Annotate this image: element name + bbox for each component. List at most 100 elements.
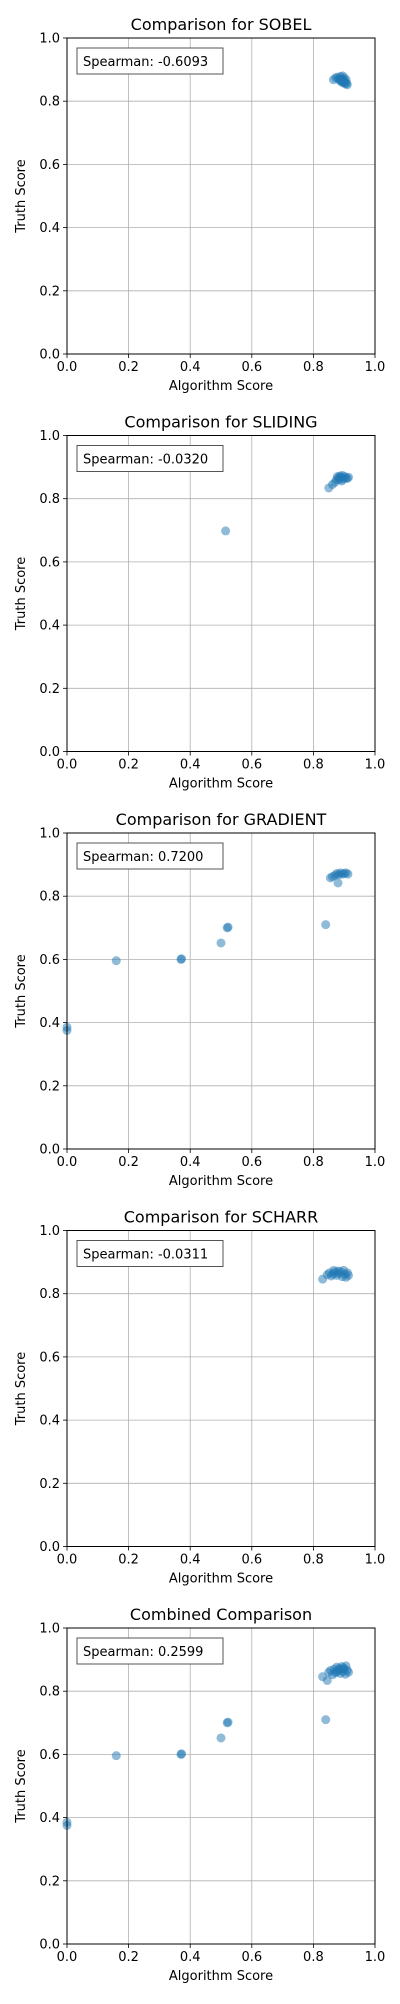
chart-title: Comparison for SLIDING [124,413,317,432]
y-tick-label: 1.0 [39,827,60,842]
annotation-box [76,445,224,472]
annotation-box [76,47,224,75]
axes-frame [66,832,376,1150]
chart-title: Comparison for SCHARR [124,1208,319,1227]
x-tick-label: 0.2 [118,360,139,375]
x-tick-label: 1.0 [365,758,386,773]
x-tick-label: 0.6 [241,1950,262,1965]
x-tick-label: 0.4 [180,1155,201,1170]
y-tick-label: 0.6 [39,953,60,968]
x-tick-label: 1.0 [365,1155,386,1170]
x-tick-label: 0.6 [241,360,262,375]
y-tick-label: 0.4 [39,1811,60,1826]
y-tick-label: 0.6 [39,158,60,173]
x-tick-label: 1.0 [365,1950,386,1965]
y-tick-label: 0.8 [39,1287,60,1302]
x-tick-label: 0.0 [57,1553,78,1568]
y-axis-label: Truth Score [14,954,29,1029]
x-tick-label: 0.8 [303,1155,324,1170]
data-point [223,922,233,932]
data-point [221,526,231,536]
y-axis-label: Truth Score [14,159,29,234]
annotation-box [76,1240,224,1267]
data-point [322,1675,332,1685]
chart-title: Combined Comparison [130,1605,312,1624]
annotation-box [76,1637,224,1665]
x-tick-label: 0.2 [118,1950,139,1965]
y-axis-label: Truth Score [14,1352,29,1427]
x-tick-label: 0.0 [57,1950,78,1965]
x-tick-label: 0.4 [180,758,201,773]
data-point [111,1751,121,1761]
y-tick-label: 0.4 [39,221,60,236]
x-tick-label: 0.4 [180,1553,201,1568]
y-tick-label: 1.0 [39,1224,60,1239]
x-tick-label: 0.6 [241,1553,262,1568]
x-axis-label: Algorithm Score [169,1572,273,1587]
y-tick-label: 0.8 [39,890,60,905]
x-tick-label: 0.0 [57,758,78,773]
data-point [333,878,343,888]
x-axis-label: Algorithm Score [169,1174,273,1189]
data-point [111,956,121,966]
y-tick-label: 0.0 [39,348,60,363]
x-axis-label: Algorithm Score [169,777,273,792]
y-tick-label: 1.0 [39,1622,60,1637]
spearman-annotation: Spearman: -0.6093 [83,55,208,70]
y-tick-label: 0.4 [39,1414,60,1429]
x-axis-label: Algorithm Score [169,1969,273,1984]
y-tick-label: 1.0 [39,429,60,444]
y-tick-label: 0.6 [39,1748,60,1763]
x-tick-label: 1.0 [365,1553,386,1568]
data-point [216,1733,226,1743]
y-tick-label: 0.2 [39,1079,60,1094]
data-point [344,472,354,482]
spearman-annotation: Spearman: -0.0311 [83,1248,208,1263]
axes-frame [66,37,376,355]
data-point [343,869,353,879]
x-tick-label: 1.0 [365,360,386,375]
data-point [339,77,349,87]
y-tick-label: 0.6 [39,555,60,570]
x-tick-label: 0.8 [303,360,324,375]
chart-title: Comparison for GRADIENT [116,810,327,829]
y-tick-label: 0.2 [39,1874,60,1889]
data-point [177,1749,187,1759]
x-axis-label: Algorithm Score [169,379,273,394]
data-point [177,954,187,964]
axes-frame [66,435,376,752]
y-tick-label: 0.4 [39,619,60,634]
y-tick-label: 1.0 [39,32,60,47]
y-tick-label: 0.0 [39,1540,60,1555]
axes-frame [66,1627,376,1945]
x-tick-label: 0.4 [180,1950,201,1965]
x-tick-label: 0.0 [57,1155,78,1170]
y-tick-label: 0.6 [39,1350,60,1365]
chart-panel-4: Combined Comparison 0.0 0.2 0.4 0.6 0.8 1.0 0.0… [14,1605,385,1984]
y-tick-label: 0.8 [39,95,60,110]
x-tick-label: 0.0 [57,360,78,375]
x-tick-label: 0.2 [118,758,139,773]
data-point [329,1265,339,1275]
x-tick-label: 0.6 [241,758,262,773]
spearman-annotation: Spearman: 0.2599 [83,1645,203,1660]
y-tick-label: 0.8 [39,1685,60,1700]
y-tick-label: 0.2 [39,682,60,697]
y-tick-label: 0.8 [39,492,60,507]
x-tick-label: 0.8 [303,1950,324,1965]
chart-panel-1: Comparison for SLIDING 0.0 0.2 0.4 0.6 0.8 1.0… [14,413,385,792]
annotation-box [76,842,224,870]
chart-panel-0: Comparison for SOBEL 0.0 0.2 0.4 0.6 0.8 1.0 0.… [14,15,385,394]
x-tick-label: 0.4 [180,360,201,375]
y-axis-label: Truth Score [14,557,29,632]
chart-title: Comparison for SOBEL [131,15,312,34]
axes-frame [66,1230,376,1547]
y-tick-label: 0.4 [39,1016,60,1031]
data-point [331,1667,341,1677]
y-tick-label: 0.2 [39,1477,60,1492]
x-tick-label: 0.6 [241,1155,262,1170]
y-tick-label: 0.0 [39,1143,60,1158]
data-point [344,1270,354,1280]
